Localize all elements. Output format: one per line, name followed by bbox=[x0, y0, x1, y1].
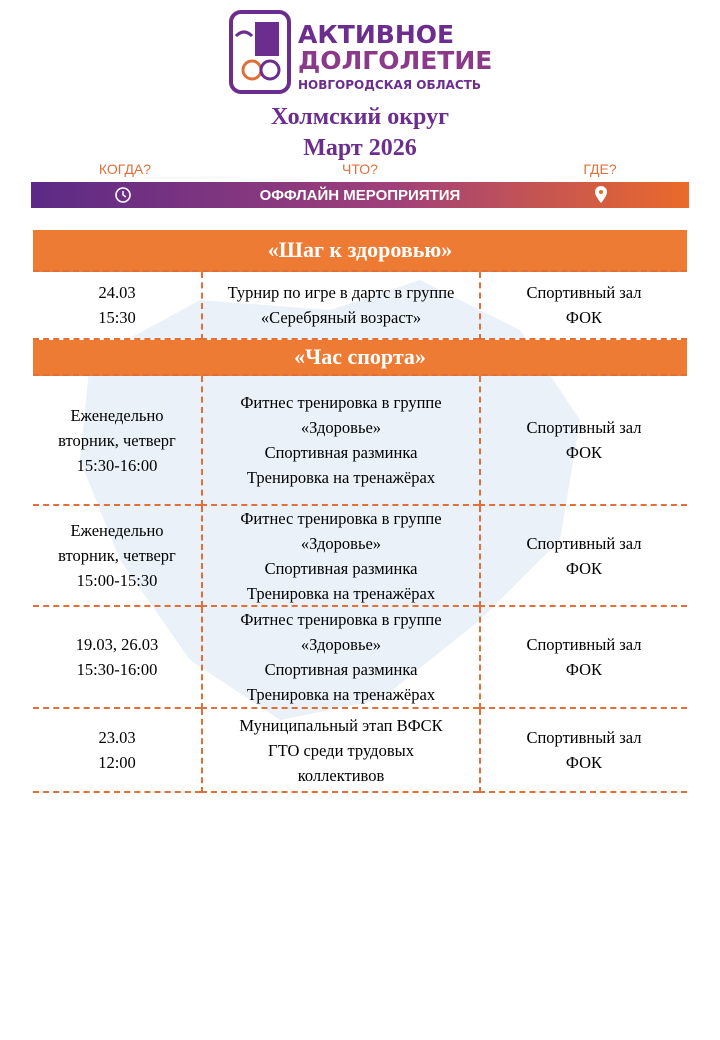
cell-text: Фитнес тренировка в группе bbox=[240, 393, 442, 412]
cell-text: Спортивный зал bbox=[526, 533, 642, 553]
cell-text: Спортивный зал bbox=[526, 728, 642, 747]
cell-text: Еженедельно bbox=[70, 521, 164, 540]
cell-text: Тренировка на тренажёрах bbox=[246, 468, 436, 487]
cell-text: коллективов bbox=[297, 765, 385, 785]
table-cell: Спортивный зал ФОК bbox=[479, 709, 687, 793]
cell-text: ФОК bbox=[565, 753, 603, 772]
cell-text: 24.03 bbox=[98, 283, 136, 302]
cell-text: 15:30-16:00 bbox=[76, 660, 158, 679]
cell-text: Фитнес тренировка в группе bbox=[240, 610, 442, 629]
cell-text: 15:30-16:00 bbox=[76, 455, 158, 475]
cell-text: ФОК bbox=[565, 308, 603, 327]
cell-text: 12:00 bbox=[98, 753, 136, 772]
cell-text: Муниципальный этап ВФСК bbox=[239, 715, 443, 735]
cell-text: 19.03, 26.03 bbox=[75, 635, 159, 654]
cell-text: Еженедельно bbox=[70, 405, 164, 425]
table-cell: Еженедельно вторник, четверг 15:00-15:30 bbox=[33, 506, 201, 607]
subtitle: Март 2026 bbox=[303, 135, 417, 161]
column-label: ГДЕ? bbox=[583, 161, 617, 177]
cell-text: вторник, четверг bbox=[58, 546, 176, 565]
logo-subtext: НОВГОРОДСКАЯ ОБЛАСТЬ bbox=[298, 78, 481, 92]
table-cell: Фитнес тренировка в группе «Здоровье» Спор… bbox=[201, 607, 479, 709]
cell-text: Спортивная разминка bbox=[264, 443, 418, 462]
banner-text: ОФФЛАЙН МЕРОПРИЯТИЯ bbox=[259, 187, 461, 204]
region-map bbox=[80, 280, 580, 720]
table-cell: 23.03 12:00 bbox=[33, 709, 201, 793]
cell-text: «Здоровье» bbox=[300, 635, 382, 654]
cell-text: Спортивный зал bbox=[526, 283, 642, 302]
cell-text: ФОК bbox=[565, 443, 603, 462]
cell-text: «Здоровье» bbox=[300, 418, 382, 437]
table-cell: 19.03, 26.03 15:30-16:00 bbox=[33, 607, 201, 709]
table-cell: Муниципальный этап ВФСК ГТО среди трудовы… bbox=[201, 709, 479, 793]
cell-text: Фитнес тренировка в группе bbox=[240, 508, 442, 528]
cell-text: Тренировка на тренажёрах bbox=[246, 583, 436, 603]
cell-text: 23.03 bbox=[98, 728, 136, 747]
cell-text: вторник, четверг bbox=[58, 430, 176, 450]
table-cell: Фитнес тренировка в группе «Здоровье» Спор… bbox=[201, 376, 479, 506]
cell-text: Спортивная разминка bbox=[264, 558, 418, 578]
cell-text: Турнир по игре в дартс в группе bbox=[227, 283, 455, 302]
table-cell: Спортивный зал ФОК bbox=[479, 607, 687, 709]
pin-icon bbox=[595, 186, 607, 203]
section-header: «Час спорта» bbox=[33, 340, 687, 376]
cell-text: «Серебряный возраст» bbox=[260, 308, 422, 327]
table-cell: 24.03 15:30 bbox=[33, 272, 201, 340]
table-cell: Спортивный зал ФОК bbox=[479, 506, 687, 607]
cell-text: 15:00-15:30 bbox=[76, 571, 158, 590]
table-cell: Турнир по игре в дартс в группе «Серебрян… bbox=[201, 272, 479, 340]
cell-text: 15:30 bbox=[98, 308, 136, 327]
cell-text: «Здоровье» bbox=[300, 533, 382, 553]
table-cell: Фитнес тренировка в группе «Здоровье» Спор… bbox=[201, 506, 479, 607]
cell-text: ФОК bbox=[565, 660, 603, 679]
logo-icon bbox=[229, 10, 291, 94]
column-label: ЧТО? bbox=[342, 161, 378, 177]
table-cell: Спортивный зал ФОК bbox=[479, 272, 687, 340]
title: Холмский округ bbox=[271, 104, 449, 130]
cell-text: Спортивный зал bbox=[526, 635, 642, 654]
cell-text: Тренировка на тренажёрах bbox=[246, 685, 436, 704]
logo-text: ДОЛГОЛЕТИЕ bbox=[298, 46, 493, 75]
section-header: «Шаг к здоровью» bbox=[33, 230, 687, 272]
clock-icon bbox=[115, 187, 131, 203]
logo-text: АКТИВНОЕ bbox=[298, 20, 455, 49]
cell-text: Спортивная разминка bbox=[264, 660, 418, 679]
table-cell: Спортивный зал ФОК bbox=[479, 376, 687, 506]
banner: ОФФЛАЙН МЕРОПРИЯТИЯ bbox=[31, 182, 689, 208]
column-label: КОГДА? bbox=[98, 161, 152, 177]
table-cell: Еженедельно вторник, четверг 15:30-16:00 bbox=[33, 376, 201, 506]
cell-text: Спортивный зал bbox=[526, 418, 642, 437]
cell-text: ГТО среди трудовых bbox=[268, 740, 414, 760]
cell-text: ФОК bbox=[565, 558, 603, 578]
